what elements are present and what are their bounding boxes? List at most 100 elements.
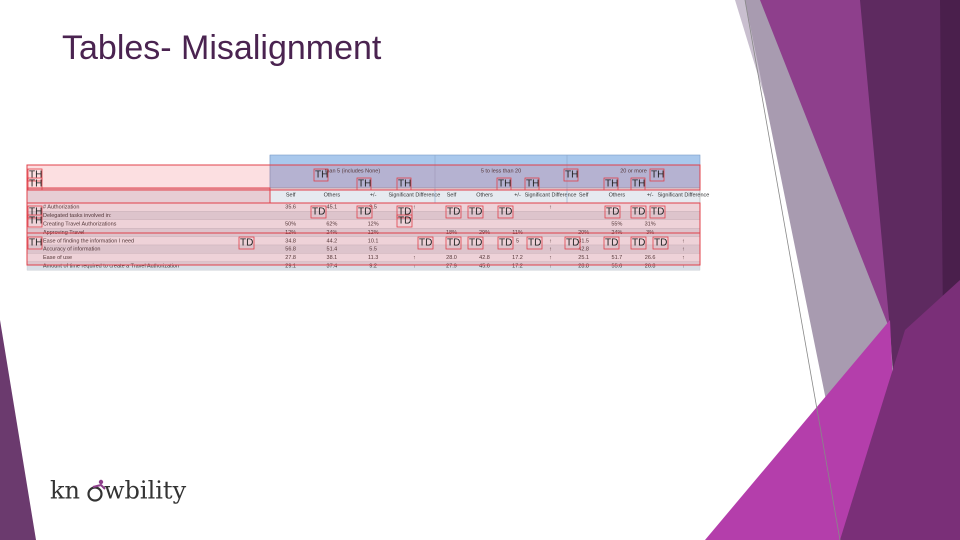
marker-th: TH [526, 179, 539, 190]
marker-box [564, 236, 581, 250]
cell: 28.8 [578, 263, 589, 269]
highlight-box [26, 164, 701, 191]
marker-box [356, 177, 372, 191]
cell: 17.2 [512, 263, 523, 269]
marker-td: TD [632, 238, 645, 249]
marker-td: TD [606, 207, 619, 218]
marker-box [27, 177, 43, 191]
cell: 27.9 [446, 263, 457, 269]
marker-th: TH [358, 179, 371, 190]
row-label: Ease of finding the information I need [43, 238, 134, 244]
sub-header: Significant Difference [388, 192, 440, 198]
cell: 51.7 [612, 255, 623, 261]
marker-box [649, 205, 666, 219]
table-image: than 5 (includes None)SelfOthers+/-Signi… [26, 154, 709, 271]
marker-td: TD [528, 238, 541, 249]
marker-box [27, 168, 43, 182]
sub-header: +/- [647, 192, 654, 198]
group-header: 5 to less than 20 [481, 168, 521, 174]
group-header: than 5 (includes None) [325, 168, 381, 174]
sub-header: +/- [370, 192, 377, 198]
marker-box [238, 236, 255, 250]
marker-td: TD [605, 238, 618, 249]
marker-td: TD [312, 207, 325, 218]
cell: 55.6 [612, 263, 623, 269]
marker-td: TD [469, 238, 482, 249]
marker-th: TH [398, 179, 411, 190]
marker-th: TH [605, 179, 618, 190]
cell: ↑ [549, 205, 552, 211]
left-strip [0, 320, 36, 540]
marker-box [497, 236, 514, 250]
marker-box [27, 214, 43, 228]
marker-td: TD [499, 238, 512, 249]
row-label: Accuracy of information [43, 247, 100, 253]
marker-td: TD [447, 207, 460, 218]
cell: ↑ [549, 255, 552, 261]
marker-box [396, 177, 412, 191]
cell: 34.8 [285, 238, 296, 244]
marker-box [310, 205, 327, 219]
row-label: Amount of time required to create a Trav… [43, 263, 179, 269]
logo-icon [87, 479, 106, 502]
cell: 28.0 [446, 255, 457, 261]
logo-left: kn [50, 477, 80, 505]
marker-th: TH [651, 170, 664, 181]
cell: ↑ [682, 247, 685, 253]
cell: 29.1 [285, 263, 296, 269]
marker-box [467, 205, 484, 219]
marker-box [603, 236, 620, 250]
marker-box [563, 168, 579, 182]
cell: 5.5 [369, 247, 377, 253]
header-bg [269, 154, 701, 189]
marker-box [526, 236, 543, 250]
marker-td: TD [398, 207, 411, 218]
marker-box [445, 205, 462, 219]
marker-box [630, 205, 647, 219]
cell: 12% [368, 221, 379, 227]
marker-box [630, 177, 646, 191]
marker-td: TD [447, 238, 460, 249]
cell: 9.2 [369, 263, 377, 269]
cell: 27.8 [285, 255, 296, 261]
cell: 10.1 [368, 238, 379, 244]
marker-td: TD [419, 238, 432, 249]
cell: ↑ [549, 238, 552, 244]
marker-th: TH [29, 216, 42, 227]
cell: 5 [516, 238, 519, 244]
marker-box [27, 205, 43, 219]
marker-box [417, 236, 434, 250]
marker-box [445, 236, 462, 250]
marker-th: TH [29, 207, 42, 218]
marker-th: TH [29, 179, 42, 190]
cell: 37.4 [327, 263, 338, 269]
logo-right: wbility [104, 477, 187, 505]
marker-td: TD [566, 238, 579, 249]
sub-header: Self [286, 192, 296, 198]
cell: 50% [285, 221, 296, 227]
cell: 25.1 [578, 255, 589, 261]
cell: ↑ [682, 255, 685, 261]
cell: 26.6 [645, 255, 656, 261]
marker-box [497, 205, 514, 219]
sub-header: Significant Difference [657, 192, 709, 198]
row-label: Creating Travel Authorizations [43, 221, 117, 227]
cell: 42.8 [479, 255, 490, 261]
sub-header: Others [609, 192, 626, 198]
cell: 55% [611, 221, 622, 227]
cell: 45.6 [479, 263, 490, 269]
marker-box [356, 205, 373, 219]
marker-box [604, 205, 621, 219]
cell: 31.5 [578, 238, 589, 244]
cell: 51.4 [327, 247, 338, 253]
marker-td: TD [651, 207, 664, 218]
cell: ↑ [413, 263, 416, 269]
group-header: 20 or more [620, 168, 647, 174]
marker-td: TD [469, 207, 482, 218]
cell: 42.8 [578, 247, 589, 253]
marker-th: TH [498, 179, 511, 190]
marker-box [27, 236, 43, 250]
cell: 62% [326, 221, 337, 227]
